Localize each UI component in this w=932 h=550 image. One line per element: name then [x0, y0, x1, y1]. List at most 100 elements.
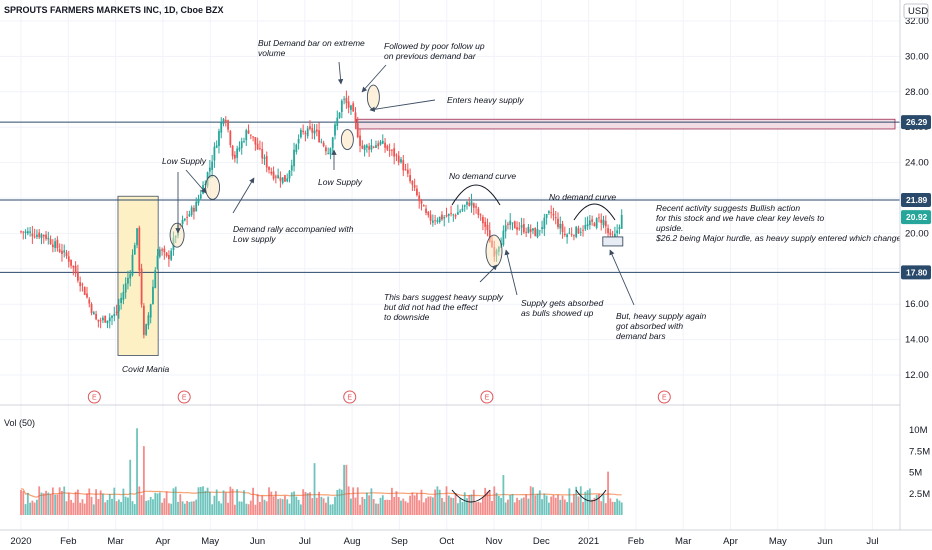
candle-body: [434, 220, 437, 222]
volume-bar: [72, 502, 75, 515]
volume-bar: [163, 498, 166, 515]
candle-body: [133, 245, 136, 255]
candle-body: [559, 223, 562, 229]
volume-bar: [461, 501, 464, 515]
candle-body: [147, 315, 150, 326]
candle-body: [24, 231, 27, 233]
annotation-arrow: [185, 169, 207, 194]
candle-body: [356, 123, 359, 138]
volume-bar: [600, 501, 603, 515]
candle-body: [76, 271, 79, 281]
earnings-label: E: [662, 395, 667, 402]
candle-body: [593, 223, 596, 227]
volume-bar: [536, 493, 539, 515]
candle-body: [124, 283, 127, 293]
volume-bar: [254, 504, 257, 515]
candle-body: [459, 211, 462, 213]
candle-body: [456, 212, 459, 215]
candle-body: [142, 305, 145, 336]
earnings-label: E: [92, 395, 97, 402]
candle-body: [33, 236, 36, 238]
candle-body: [79, 282, 82, 287]
earnings-marker: [177, 390, 191, 404]
candle-body: [488, 230, 491, 243]
volume-bar: [436, 486, 439, 515]
volume-bar: [482, 496, 484, 515]
volume-bar: [165, 491, 168, 515]
volume-bar: [418, 500, 421, 515]
annotation-line: Supply gets absorbed: [521, 298, 603, 308]
volume-bar: [543, 493, 546, 515]
annotation-line: This bars suggest heavy supply: [384, 292, 504, 302]
volume-bar: [363, 498, 366, 515]
candle-body: [543, 217, 546, 229]
volume-bar: [95, 489, 97, 515]
volume-bar: [413, 495, 416, 515]
volume-bar: [573, 493, 575, 515]
volume-bar: [390, 487, 393, 515]
volume-bar: [38, 486, 41, 515]
volume-bar: [377, 503, 380, 515]
candle-body: [591, 219, 594, 222]
candle-body: [409, 175, 411, 182]
volume-bar: [279, 498, 282, 515]
volume-bar: [511, 493, 514, 515]
candle-body: [438, 216, 441, 222]
volume-bar: [470, 494, 473, 515]
candle-body: [609, 232, 612, 235]
candle-body: [220, 122, 223, 133]
time-tick-label: Mar: [675, 536, 691, 547]
volume-bar: [102, 493, 104, 515]
volume-bar: [299, 504, 302, 515]
candle-body: [72, 266, 75, 268]
volume-bar: [49, 494, 52, 515]
volume-bar: [202, 486, 204, 515]
volume-bar: [365, 492, 368, 515]
candle-body: [127, 277, 129, 284]
volume-bar: [177, 501, 179, 515]
price-tick-label: 24.00: [905, 158, 929, 169]
volume-bar: [472, 489, 475, 515]
candle-body: [259, 147, 261, 149]
volume-bar: [547, 502, 550, 515]
volume-bar: [466, 498, 468, 515]
volume-bar: [495, 492, 498, 515]
volume-bar: [443, 501, 446, 515]
candle-body: [106, 320, 109, 324]
candle-body: [418, 195, 421, 202]
candle-body: [484, 221, 487, 227]
volume-bar: [525, 494, 528, 515]
volume-bar: [231, 488, 234, 515]
candle-body: [345, 97, 348, 104]
volume-bar: [604, 503, 607, 515]
volume-bar: [434, 489, 437, 515]
time-tick-label: Jun: [250, 536, 265, 547]
candle-body: [352, 103, 355, 112]
currency-badge[interactable]: USD: [903, 3, 929, 19]
candle-body: [331, 137, 334, 149]
annotation-arrow: [232, 177, 255, 214]
candle-body: [400, 159, 402, 163]
candle-body: [31, 233, 34, 237]
annotation-demand-bar: But Demand bar on extreme volume: [258, 38, 365, 58]
volume-bar: [593, 497, 596, 515]
circled-candles: [340, 129, 354, 151]
candle-body: [470, 201, 473, 206]
candle-body: [372, 146, 375, 148]
volume-bar: [406, 502, 409, 515]
price-tick-label: 14.00: [905, 335, 929, 346]
volume-bar: [306, 493, 309, 515]
candle-body: [284, 175, 286, 182]
candle-body: [42, 234, 45, 237]
annotation-line: demand bars: [616, 331, 666, 341]
candle-body: [390, 149, 393, 151]
volume-bar: [220, 503, 223, 515]
volume-bar: [190, 501, 193, 515]
volume-bar: [347, 486, 350, 515]
candle-body: [208, 167, 211, 172]
volume-label: Vol (50): [4, 418, 35, 428]
time-tick-label: Aug: [344, 536, 361, 547]
volume-bar: [215, 489, 218, 515]
candle-body: [213, 146, 216, 161]
